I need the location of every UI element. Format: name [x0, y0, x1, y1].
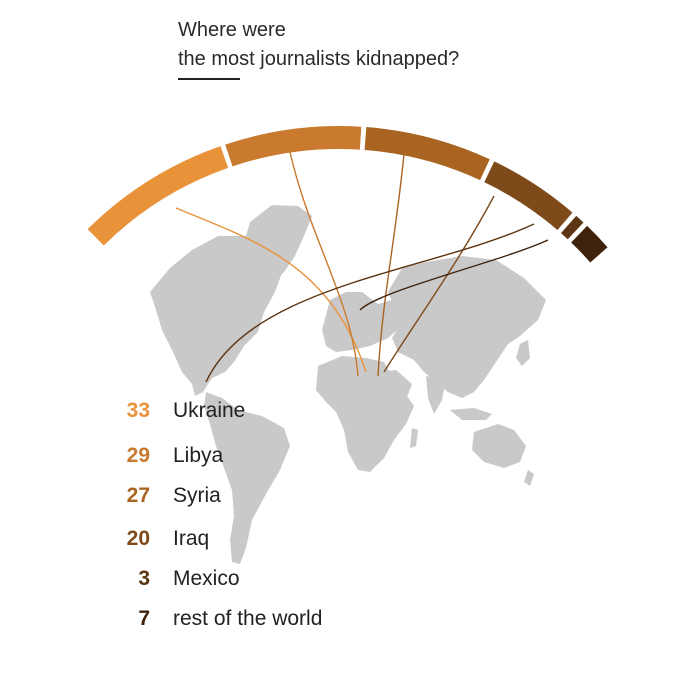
- title-line-1: Where were: [178, 19, 286, 41]
- legend-value: 33: [126, 399, 150, 422]
- japan-shape: [516, 340, 530, 366]
- arc-chart: [87, 125, 608, 263]
- legend-value: 7: [138, 607, 150, 630]
- legend-label: Syria: [173, 484, 221, 507]
- arc-segment-mexico: [560, 215, 584, 240]
- arc-segment-syria: [364, 127, 490, 181]
- arabia-shape: [378, 370, 412, 400]
- line-libya: [289, 151, 359, 377]
- legend-label: Ukraine: [173, 399, 246, 422]
- legend-value: 20: [126, 527, 150, 550]
- arc-segment-libya: [225, 125, 362, 167]
- line-mexico: [205, 223, 535, 383]
- title-line-2: the most journalists kidnapped?: [178, 48, 460, 70]
- legend-value: 3: [138, 567, 150, 590]
- legend-label: Mexico: [173, 567, 240, 590]
- chart-title: Where were the most journalists kidnappe…: [178, 16, 459, 74]
- arc-segment-ukraine: [87, 146, 229, 246]
- legend-value: 27: [126, 484, 150, 507]
- connection-lines: [175, 151, 549, 383]
- europe-shape: [322, 292, 410, 352]
- legend-label: Iraq: [173, 527, 210, 550]
- world-map-icon: [150, 205, 546, 564]
- madagascar-shape: [410, 428, 418, 448]
- australia-shape: [472, 424, 526, 468]
- legend-value: 29: [126, 444, 150, 467]
- line-ukraine: [175, 207, 367, 373]
- asia-shape: [388, 256, 546, 398]
- greenland-shape: [246, 205, 312, 284]
- india-shape: [426, 376, 446, 414]
- line-rest-of-world: [359, 239, 549, 311]
- legend-label: Libya: [173, 444, 224, 467]
- line-iraq: [383, 195, 495, 373]
- arc-segment-rest-of-the-world: [571, 225, 608, 263]
- arc-segment-iraq: [484, 161, 573, 231]
- legend-label: rest of the world: [173, 607, 323, 630]
- new-zealand-shape: [524, 470, 534, 486]
- south-america-shape: [204, 392, 290, 564]
- line-syria: [377, 153, 405, 377]
- indonesia-shape: [450, 408, 492, 420]
- title-underline: [178, 78, 240, 80]
